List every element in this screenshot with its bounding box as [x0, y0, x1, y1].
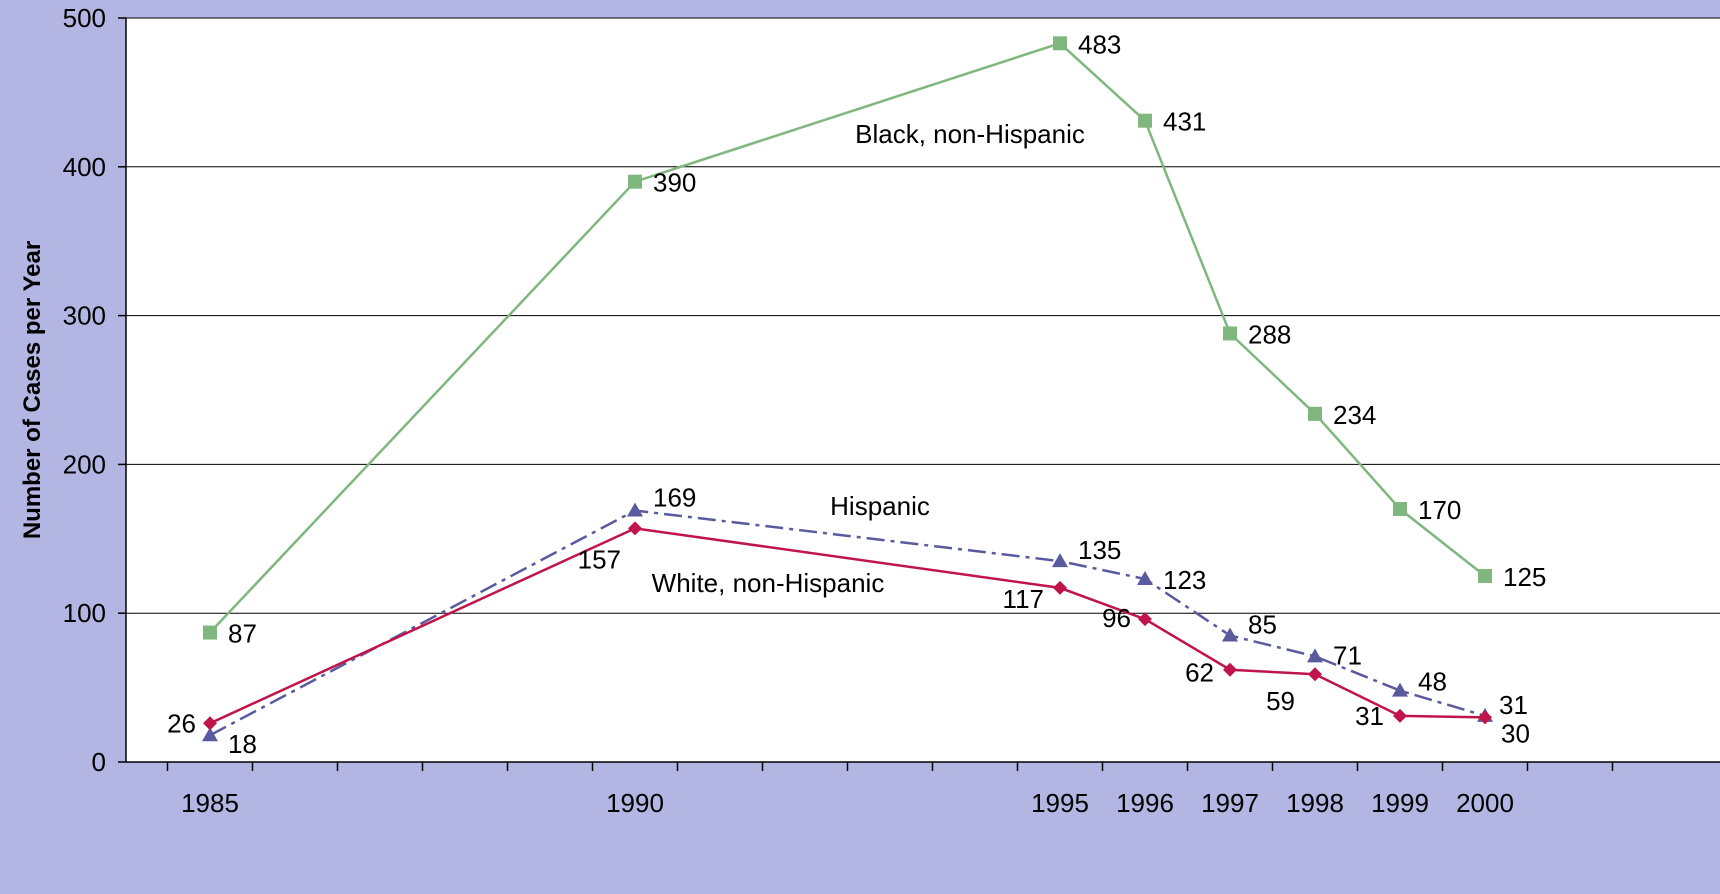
data-label: 135 [1078, 535, 1121, 565]
y-tick-label: 400 [63, 152, 106, 182]
data-point [1393, 502, 1407, 517]
data-label: 157 [578, 544, 621, 574]
data-label: 85 [1248, 610, 1277, 640]
series-lines [202, 36, 1493, 742]
data-point [1053, 580, 1067, 595]
data-label: 431 [1163, 107, 1206, 137]
data-label: 169 [653, 483, 696, 513]
data-point [627, 502, 643, 517]
data-point [628, 521, 642, 536]
x-tick-label: 1997 [1201, 788, 1259, 818]
y-tick-label: 200 [63, 449, 106, 479]
series-black-non-hispanic [203, 36, 1492, 640]
x-tick-label: 2000 [1456, 788, 1514, 818]
data-point [628, 174, 642, 189]
data-point [1308, 406, 1322, 421]
data-label: 125 [1503, 562, 1546, 592]
data-point [203, 625, 217, 640]
data-point [1223, 662, 1237, 677]
y-axis-title: Number of Cases per Year [19, 241, 46, 539]
series-label: White, non-Hispanic [652, 568, 885, 598]
data-label: 26 [167, 708, 196, 738]
data-label: 59 [1266, 686, 1295, 716]
data-point [1223, 326, 1237, 341]
data-label: 170 [1418, 495, 1461, 525]
x-tick-label: 1985 [181, 788, 239, 818]
data-label: 71 [1333, 640, 1362, 670]
data-point [1052, 553, 1068, 568]
data-label: 87 [228, 619, 257, 649]
data-point [1138, 113, 1152, 128]
data-label: 123 [1163, 565, 1206, 595]
data-point [1393, 708, 1407, 723]
x-tick-label: 1990 [606, 788, 664, 818]
data-label: 30 [1501, 718, 1530, 748]
data-point [1308, 667, 1322, 682]
data-label: 48 [1418, 667, 1447, 697]
data-label: 483 [1078, 29, 1121, 59]
data-point [1222, 627, 1238, 642]
data-point [1137, 570, 1153, 585]
x-tick-label: 1995 [1031, 788, 1089, 818]
data-label: 234 [1333, 400, 1376, 430]
axes: 0 100 200 300 400 500 1985 1990 1995 1996 1997 1998… [63, 3, 1720, 818]
gridlines [126, 17, 1720, 614]
data-point [1307, 648, 1323, 663]
y-tick-label: 300 [63, 301, 106, 331]
x-tick-label: 1999 [1371, 788, 1429, 818]
data-label: 288 [1248, 319, 1291, 349]
series-line [209, 527, 1486, 725]
x-tick-label: 1998 [1286, 788, 1344, 818]
data-point [1392, 682, 1408, 697]
data-labels: 87 390 483 431 288 234 170 125 Black, non-Hispan… [167, 29, 1546, 759]
data-point [1478, 710, 1492, 725]
y-tick-label: 0 [92, 747, 106, 777]
y-tick-label: 100 [63, 598, 106, 628]
data-label: 31 [1355, 701, 1384, 731]
series-line [209, 41, 1486, 634]
data-point [1053, 36, 1067, 51]
y-tick-label: 500 [63, 3, 106, 33]
series-label: Black, non-Hispanic [855, 119, 1085, 149]
data-label: 31 [1499, 690, 1528, 720]
data-point [202, 727, 218, 742]
data-point [1138, 612, 1152, 627]
data-label: 117 [1003, 584, 1044, 614]
series-line [209, 509, 1486, 737]
data-label: 390 [653, 168, 696, 198]
data-point [1478, 569, 1492, 583]
data-label: 62 [1185, 658, 1214, 688]
data-label: 18 [228, 729, 257, 759]
data-point [203, 716, 217, 731]
series-white-non-hispanic [203, 521, 1492, 731]
x-tick-label: 1996 [1116, 788, 1174, 818]
data-label: 96 [1102, 603, 1131, 633]
series-label: Hispanic [830, 491, 930, 521]
